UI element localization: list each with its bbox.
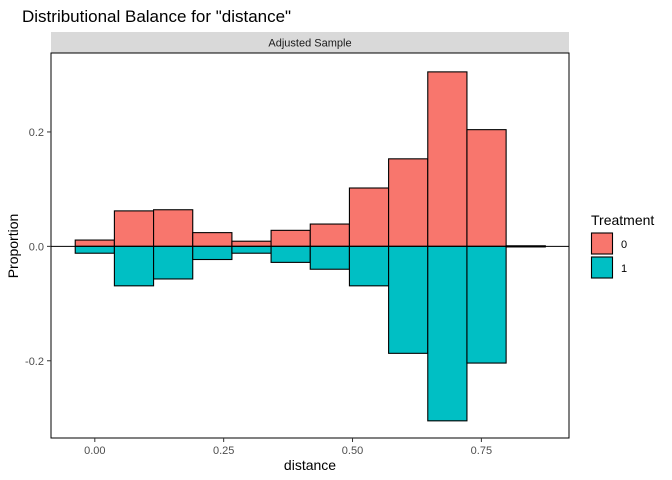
legend: Treatment 0 1 [590,212,654,279]
y-axis-title: Proportion [5,214,21,279]
legend-title: Treatment [591,212,654,228]
y-tick-label: -0.2 [25,356,44,368]
bar-treatment-1 [192,245,233,261]
legend-swatch-1 [590,256,614,279]
facet-label: Adjusted Sample [268,38,351,50]
bar-treatment-0 [270,229,311,247]
bars-group [74,71,546,422]
bar-treatment-0 [153,209,194,247]
bar-treatment-1 [348,245,390,287]
bar-treatment-0 [113,210,155,247]
bar-treatment-1 [270,245,311,263]
bar-treatment-1 [153,245,194,280]
bar-treatment-0 [192,232,233,247]
bar-treatment-1 [388,245,429,354]
x-tick-label: 0.50 [342,445,363,457]
x-tick-label: 0.25 [213,445,234,457]
facet-strip [51,32,569,53]
legend-swatch-0 [590,232,614,255]
x-tick-label: 0.00 [84,445,105,457]
x-axis: 0.00 0.25 0.50 0.75 [84,438,492,457]
bar-treatment-1 [309,245,350,270]
y-tick-label: 0.0 [29,241,44,253]
bar-treatment-0 [466,129,507,247]
chart-title: Distributional Balance for "distance" [22,7,291,26]
x-tick-label: 0.75 [471,445,492,457]
panel-border [50,52,570,439]
x-axis-title: distance [284,457,336,473]
bar-treatment-1 [113,245,155,287]
legend-label-1: 1 [621,263,627,275]
bar-treatment-0 [231,240,272,247]
bar-treatment-0 [388,158,429,247]
bar-treatment-1 [466,245,507,364]
bar-treatment-1 [427,245,468,422]
bar-treatment-1 [74,245,115,254]
y-tick-label: 0.2 [29,127,44,139]
bar-treatment-0 [74,239,115,247]
y-axis: -0.2 0.0 0.2 [25,127,51,368]
bar-treatment-1 [231,245,272,254]
bar-treatment-0 [309,223,350,247]
legend-label-0: 0 [621,239,627,251]
bar-treatment-0 [427,71,468,247]
bar-treatment-0 [348,187,390,247]
